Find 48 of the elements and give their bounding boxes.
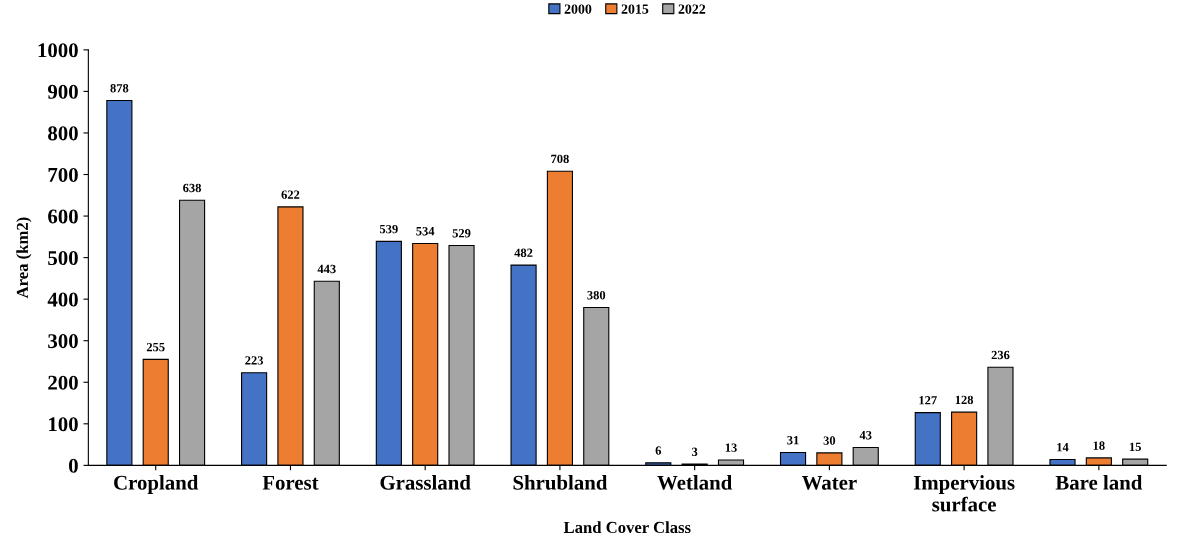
data-label: 482	[514, 248, 533, 257]
data-label: 236	[991, 350, 1010, 360]
data-label: 18	[1093, 441, 1105, 450]
x-tick-label: Wetland	[657, 475, 733, 490]
y-tick-label: 600	[48, 209, 78, 224]
data-label: 13	[725, 443, 737, 452]
y-tick-label: 200	[48, 375, 78, 390]
data-label: 638	[183, 183, 202, 193]
data-label: 31	[787, 435, 799, 445]
y-tick-label: 500	[48, 250, 78, 266]
data-label: 878	[110, 84, 129, 93]
data-label: 14	[1057, 443, 1069, 452]
y-tick-label: 900	[47, 84, 78, 99]
data-label: 708	[551, 154, 569, 164]
x-tick-label: Cropland	[114, 475, 199, 494]
x-tick-label: Bare land	[1055, 475, 1143, 490]
data-label: 534	[416, 226, 435, 236]
x-tick-label: Grassland	[380, 475, 471, 490]
legend-label: 2022	[678, 4, 706, 14]
y-tick-label: 0	[69, 458, 78, 473]
x-axis-title: Land Cover Class	[563, 521, 691, 534]
data-label: 6	[655, 446, 662, 455]
legend-label: 2000	[564, 4, 592, 14]
x-tick-label: Water	[801, 475, 857, 490]
data-label: 43	[859, 431, 872, 440]
y-tick-label: 1000	[38, 43, 78, 58]
y-tick-label: 100	[49, 417, 78, 432]
data-label: 128	[955, 395, 974, 405]
data-label: 529	[452, 229, 471, 238]
data-label: 539	[379, 224, 398, 234]
y-tick-label: 800	[48, 126, 78, 141]
x-tick-label: Forest	[262, 475, 319, 490]
y-tick-label: 400	[47, 292, 78, 307]
data-label: 223	[245, 356, 264, 365]
data-label: 622	[281, 190, 300, 199]
data-label: 30	[823, 436, 836, 445]
data-label: 15	[1129, 442, 1141, 452]
data-label: 380	[587, 290, 606, 300]
y-axis-title: Area (km2)	[16, 217, 32, 299]
x-tick-label: Impervious surface	[913, 475, 1015, 512]
legend-label: 2015	[621, 4, 649, 14]
data-label: 3	[692, 447, 698, 457]
y-tick-label: 700	[48, 167, 78, 182]
data-label: 127	[919, 396, 937, 405]
x-tick-label: Shrubland	[513, 475, 608, 490]
y-tick-label: 300	[48, 334, 78, 349]
data-label: 443	[317, 264, 336, 274]
data-label: 255	[146, 342, 165, 352]
